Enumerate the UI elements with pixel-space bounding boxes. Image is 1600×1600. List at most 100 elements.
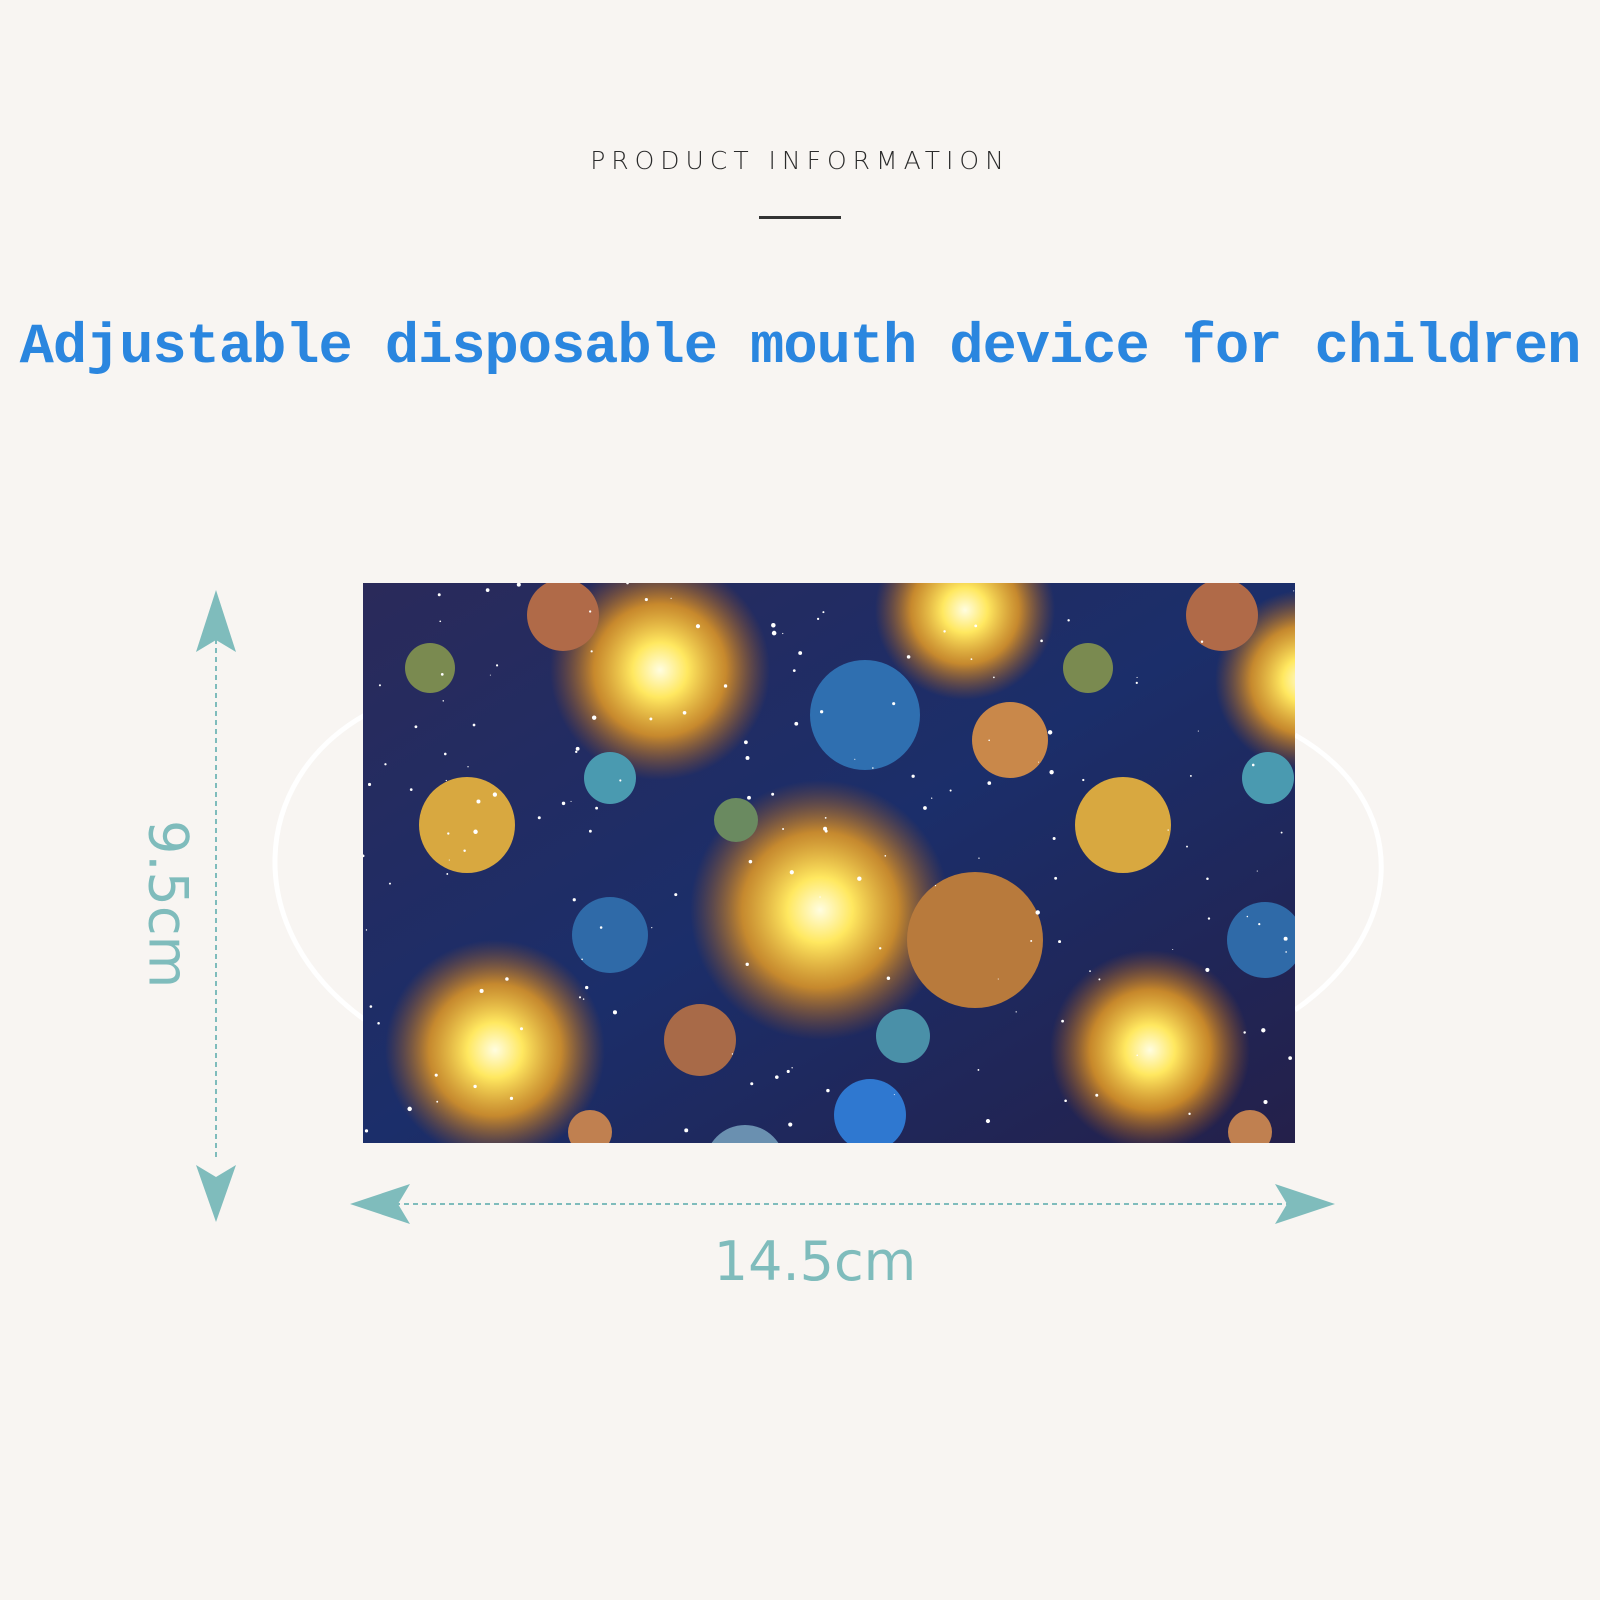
star <box>1064 1099 1067 1103</box>
star <box>923 806 927 810</box>
star <box>988 739 990 742</box>
planet <box>810 660 920 770</box>
star <box>570 800 572 802</box>
star <box>1015 1011 1017 1013</box>
star <box>1189 774 1192 777</box>
star <box>747 795 751 800</box>
sun <box>875 583 1055 700</box>
star <box>1261 1028 1266 1033</box>
star <box>824 829 828 833</box>
star <box>473 829 478 834</box>
star <box>1243 1031 1246 1034</box>
star <box>884 855 887 857</box>
star <box>434 1073 438 1077</box>
star <box>682 710 687 715</box>
star <box>822 611 825 614</box>
star <box>997 978 999 980</box>
star <box>819 896 821 898</box>
star <box>892 702 896 706</box>
star <box>788 1122 793 1127</box>
star <box>1251 763 1255 767</box>
star <box>1288 1056 1293 1060</box>
planet <box>572 897 648 973</box>
star <box>363 854 365 858</box>
star <box>1054 876 1058 880</box>
star <box>798 651 803 655</box>
star <box>1047 730 1053 735</box>
left-ear-loop <box>272 712 367 1023</box>
star <box>1280 831 1283 834</box>
star <box>1256 870 1258 872</box>
planet <box>405 643 455 693</box>
planet <box>419 777 515 873</box>
star <box>588 829 592 833</box>
star <box>509 1096 514 1100</box>
star <box>1283 936 1288 941</box>
star <box>854 758 856 760</box>
star <box>409 788 413 791</box>
star <box>792 669 796 673</box>
star <box>364 1129 369 1133</box>
star <box>516 583 521 587</box>
star <box>782 828 785 830</box>
star <box>684 1128 689 1133</box>
star <box>436 1100 439 1103</box>
star <box>893 1094 895 1096</box>
sun <box>385 940 605 1143</box>
headline: Adjustable disposable mouth device for c… <box>19 316 1582 380</box>
star <box>1200 640 1204 643</box>
star <box>993 676 995 679</box>
star <box>782 632 784 635</box>
star <box>578 996 582 999</box>
star <box>591 715 597 720</box>
star <box>943 630 946 633</box>
star <box>1035 910 1040 915</box>
star <box>1136 1054 1139 1056</box>
star <box>414 725 418 729</box>
star <box>439 620 442 623</box>
planet <box>1186 583 1258 651</box>
star <box>771 623 776 628</box>
star <box>1285 951 1287 953</box>
star <box>473 1084 477 1089</box>
star <box>369 1005 373 1008</box>
star <box>448 859 450 861</box>
height-label: 9.5cm <box>136 820 200 989</box>
star <box>670 597 672 600</box>
star <box>1258 923 1261 926</box>
planet <box>1242 752 1294 804</box>
star <box>377 1021 380 1025</box>
star <box>612 1010 618 1015</box>
star <box>590 650 593 653</box>
star <box>872 767 874 769</box>
star <box>599 926 603 929</box>
star <box>857 876 862 881</box>
star <box>743 740 748 745</box>
planet <box>664 1004 736 1076</box>
section-label: PRODUCT INFORMATION <box>590 146 1010 175</box>
star <box>1052 836 1056 840</box>
star <box>581 958 583 961</box>
sun <box>690 780 950 1040</box>
star <box>479 988 484 993</box>
planet <box>876 1009 930 1063</box>
star <box>826 1088 830 1093</box>
star <box>1135 681 1138 685</box>
star <box>931 797 933 799</box>
star <box>731 1053 734 1055</box>
star <box>445 779 447 782</box>
right-ear-loop <box>1293 732 1384 1013</box>
star <box>1293 590 1295 592</box>
star <box>485 588 490 592</box>
star <box>651 927 653 929</box>
star <box>970 658 973 661</box>
planet <box>568 1110 612 1143</box>
planet <box>907 872 1043 1008</box>
planet <box>584 752 636 804</box>
star <box>1167 829 1169 831</box>
star <box>794 721 799 726</box>
star <box>1030 939 1033 942</box>
star <box>575 746 580 751</box>
sun <box>1050 950 1250 1143</box>
